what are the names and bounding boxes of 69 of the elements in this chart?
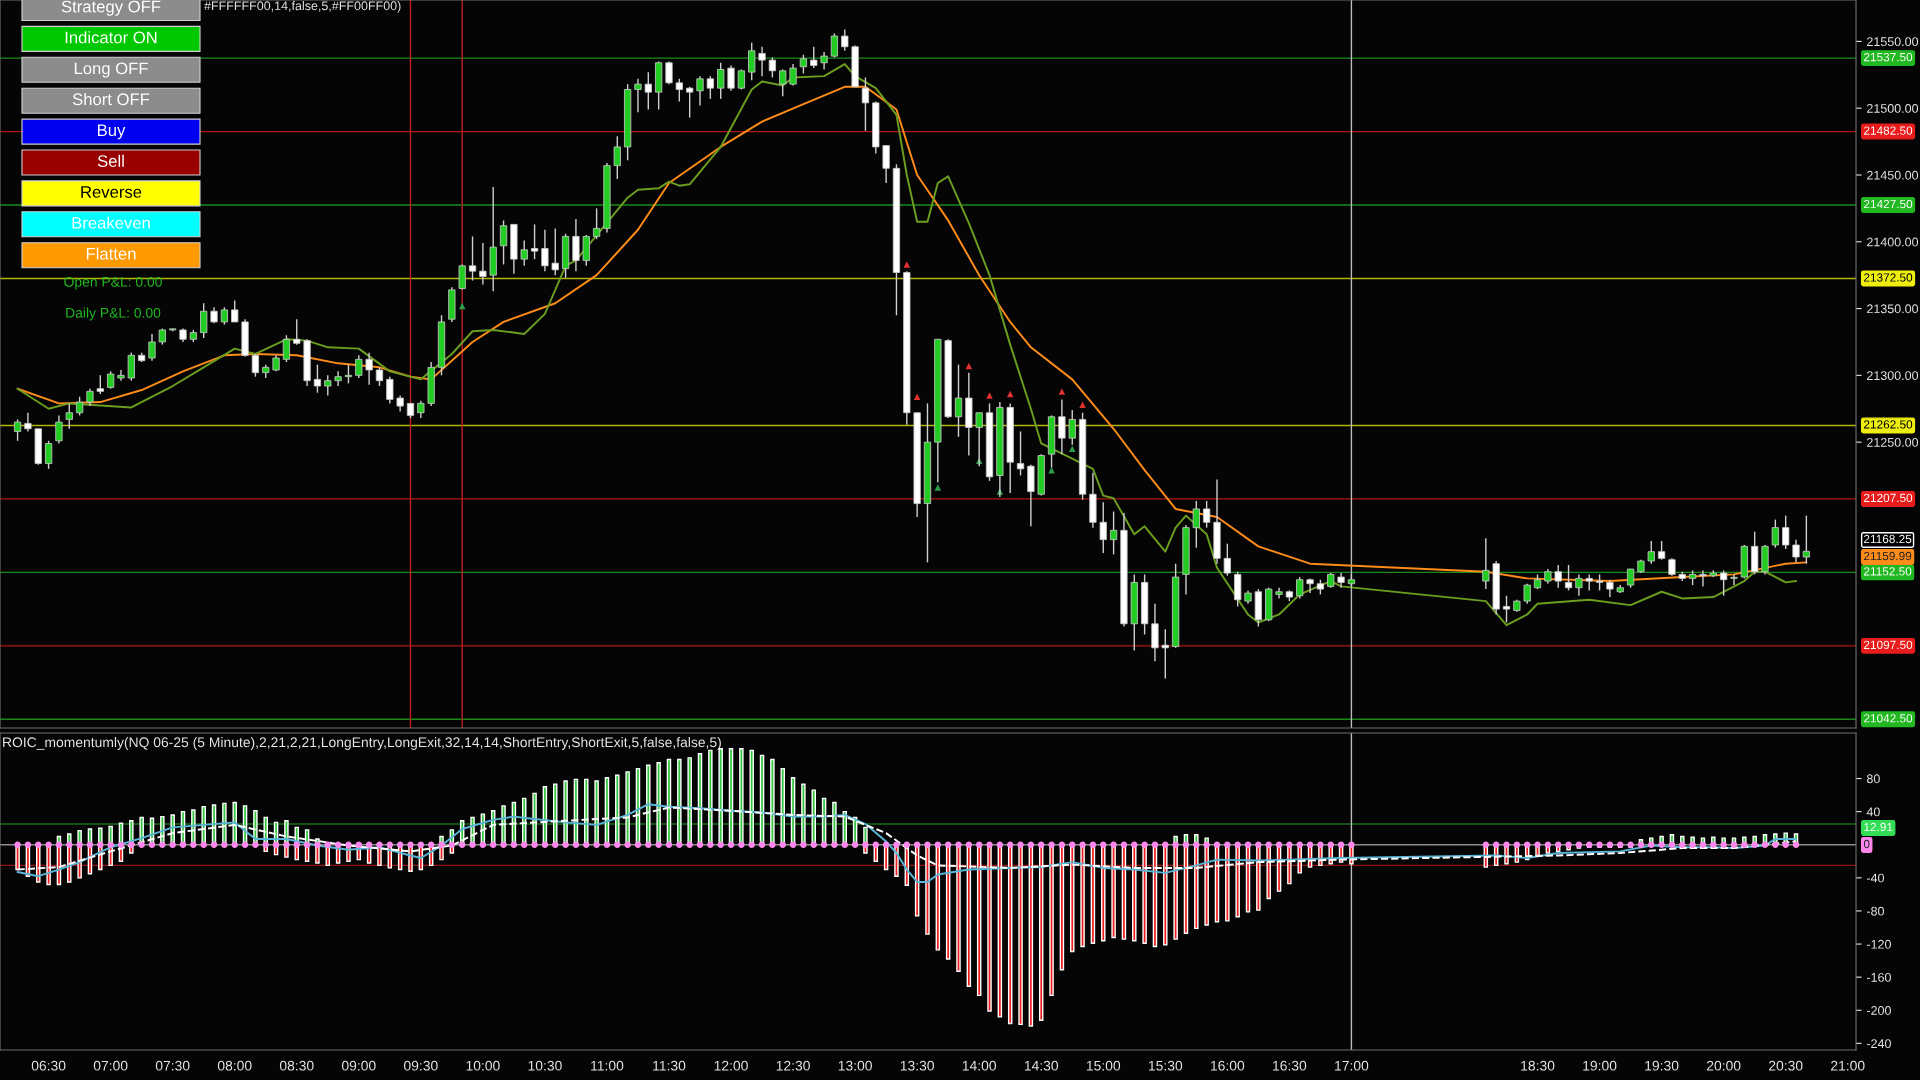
annotation: #FFFFFF00,14,false,5,#FF00FF00) (204, 1, 401, 13)
ref-line-label: 21152.50 (1864, 567, 1912, 576)
ref-line-label: 21207.50 (1864, 493, 1913, 503)
x-tick-label: 16:00 (1211, 1060, 1245, 1071)
y-tick-label: 21500.00 (1867, 104, 1919, 113)
x-tick-label: 07:00 (93, 1060, 128, 1071)
annotation: Sell (97, 154, 124, 167)
x-tick-label: 10:00 (466, 1060, 500, 1071)
x-tick-label: 06:30 (31, 1060, 66, 1071)
annotation: Long OFF (74, 62, 148, 78)
y-tick-label: -40 (1866, 873, 1884, 883)
y-tick-label: -200 (1866, 1006, 1891, 1015)
annotation: Reverse (81, 186, 142, 198)
text: 0 (1863, 839, 1870, 849)
y-tick-label: 21350.00 (1867, 304, 1919, 314)
ref-line-label: 21537.50 (1864, 52, 1913, 62)
x-tick-label: 19:30 (1645, 1060, 1679, 1071)
y-tick-label: 21450.00 (1867, 170, 1919, 180)
annotation: Strategy OFF (61, 0, 161, 16)
ref-line-label: 21042.50 (1864, 714, 1913, 723)
x-tick-label: 15:00 (1086, 1060, 1121, 1071)
text: 21168.25 (1864, 534, 1912, 544)
annotation: Open P&L: 0.00 (64, 276, 162, 290)
x-tick-label: 09:00 (341, 1060, 376, 1071)
x-tick-label: 15:30 (1148, 1060, 1183, 1071)
y-tick-label: -80 (1866, 906, 1884, 916)
y-tick-label: -240 (1866, 1039, 1891, 1049)
y-tick-label: 80 (1866, 774, 1880, 784)
ref-line-label: 21427.50 (1864, 199, 1913, 209)
x-tick-label: 11:30 (653, 1060, 686, 1071)
x-tick-label: 21:00 (1831, 1060, 1865, 1071)
ref-line-label: 21097.50 (1864, 640, 1913, 650)
annotation: Short OFF (72, 92, 150, 106)
annotation: Flatten (86, 247, 136, 260)
y-tick-label: 21550.00 (1867, 37, 1919, 47)
annotation: Indicator ON (65, 31, 157, 44)
x-tick-label: 08:00 (217, 1060, 252, 1071)
x-tick-label: 07:30 (155, 1060, 190, 1071)
x-tick-label: 12:00 (714, 1060, 748, 1071)
chart-title: ROIC_momentumly(NQ 06-25 (5 Minute),2,21,2,21,LongEntry,LongExit,32,14,14,ShortEntry,ShortExit,5,false,false,5) (3, 737, 721, 750)
x-tick-label: 17:00 (1335, 1060, 1369, 1071)
x-tick-label: 12:30 (776, 1060, 810, 1071)
ref-line-label: 21482.50 (1864, 126, 1913, 135)
annotation: Daily P&L: 0.00 (66, 307, 161, 321)
x-tick-label: 13:00 (838, 1060, 872, 1071)
x-tick-label: 18:30 (1521, 1060, 1555, 1071)
x-tick-label: 11:00 (591, 1060, 624, 1071)
x-tick-label: 19:00 (1583, 1060, 1617, 1071)
x-tick-label: 13:30 (900, 1060, 934, 1071)
y-tick-label: 21300.00 (1867, 371, 1919, 381)
y-tick-label: -120 (1866, 939, 1891, 949)
annotation: Buy (98, 124, 126, 140)
x-tick-label: 16:30 (1273, 1060, 1307, 1071)
ref-line-label: 21262.50 (1864, 420, 1913, 429)
x-tick-label: 08:30 (279, 1060, 314, 1071)
annotation: Breakeven (72, 216, 150, 229)
ref-line-label: 21372.50 (1864, 273, 1913, 282)
y-tick-label: 40 (1866, 807, 1880, 817)
x-tick-label: 09:30 (404, 1060, 438, 1071)
y-tick-label: -160 (1866, 972, 1891, 982)
x-tick-label: 20:30 (1769, 1060, 1803, 1071)
x-tick-label: 10:30 (528, 1060, 562, 1071)
x-tick-label: 14:30 (1024, 1060, 1059, 1071)
y-tick-label: 21250.00 (1867, 437, 1919, 447)
x-tick-label: 14:00 (962, 1060, 997, 1071)
text: 12.91 (1864, 822, 1893, 832)
x-tick-label: 20:00 (1706, 1060, 1741, 1071)
y-tick-label: 21400.00 (1867, 237, 1919, 247)
text: 21159.99 (1864, 551, 1912, 561)
